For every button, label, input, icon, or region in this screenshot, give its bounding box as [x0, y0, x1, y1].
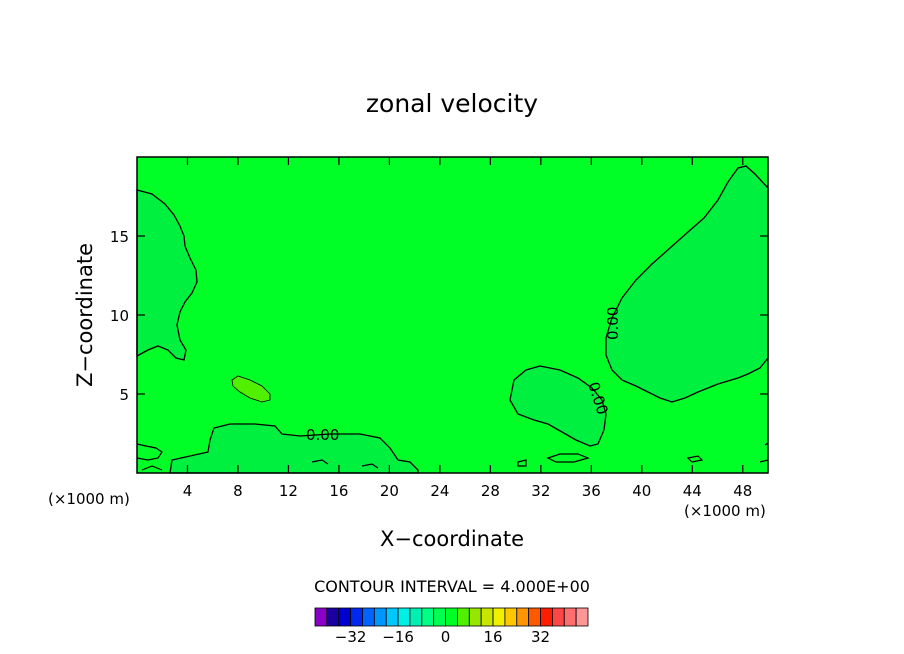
y-axis-ticks: 5 10 15	[110, 228, 768, 404]
colorbar-swatch	[540, 607, 553, 627]
colorbar-swatch	[480, 607, 494, 627]
x-tick-label: 8	[233, 482, 243, 500]
x-tick-label: 48	[733, 482, 752, 500]
colorbar-swatch	[468, 607, 482, 627]
colorbar-swatch	[314, 607, 328, 627]
x-tick-label: 16	[329, 482, 348, 500]
colorbar-swatch	[504, 607, 518, 627]
colorbar-swatch	[362, 607, 375, 627]
x-axis-unit: (×1000 m)	[684, 502, 766, 520]
colorbar-swatch	[326, 607, 340, 627]
contour-label-right-upper: 0.00	[604, 307, 622, 340]
contour-fragments	[136, 442, 769, 471]
region-small-ellipse-negative	[231, 375, 271, 403]
colorbar-swatch	[563, 607, 577, 627]
x-tick-label: 4	[183, 482, 193, 500]
colorbar-swatch	[457, 607, 470, 627]
chart-title: zonal velocity	[366, 89, 538, 118]
region-center-right-positive	[509, 365, 607, 447]
x-tick-label: 20	[380, 482, 399, 500]
x-tick-label: 24	[430, 482, 449, 500]
region-right-upper-positive	[605, 165, 769, 403]
contour-label-bottom: 0.00	[306, 426, 339, 444]
y-axis-unit: (×1000 m)	[48, 490, 130, 508]
colorbar-swatch	[445, 607, 458, 627]
x-tick-label: 44	[683, 482, 702, 500]
x-tick-label: 40	[632, 482, 651, 500]
colorbar-tick-label: 16	[483, 628, 502, 646]
colorbar-tick-label: 32	[531, 628, 550, 646]
region-bottom-positive-bulge	[169, 423, 419, 474]
x-tick-label: 32	[531, 482, 550, 500]
colorbar-tick-label: −32	[335, 628, 367, 646]
colorbar	[314, 607, 589, 627]
colorbar-swatch	[421, 607, 435, 627]
colorbar-tick-label: 0	[441, 628, 451, 646]
colorbar-swatch	[397, 607, 411, 627]
colorbar-swatch	[551, 607, 565, 627]
colorbar-swatch	[492, 607, 506, 627]
colorbar-swatch	[528, 607, 541, 627]
colorbar-swatch	[385, 607, 399, 627]
x-tick-label: 12	[279, 482, 298, 500]
colorbar-swatch	[575, 607, 589, 627]
x-axis-label: X−coordinate	[380, 527, 524, 551]
y-tick-label: 10	[110, 307, 129, 325]
x-tick-label: 28	[481, 482, 500, 500]
colorbar-swatch	[338, 607, 352, 627]
colorbar-tick-label: −16	[382, 628, 414, 646]
contour-interval: CONTOUR INTERVAL = 4.000E+00	[314, 577, 590, 596]
colorbar-swatch	[409, 607, 423, 627]
y-tick-label: 5	[119, 386, 129, 404]
colorbar-swatch	[373, 607, 387, 627]
contour-regions	[136, 165, 769, 474]
colorbar-swatch	[350, 607, 363, 627]
y-tick-label: 15	[110, 228, 129, 246]
region-left-upper-positive	[136, 189, 198, 361]
x-tick-label: 36	[582, 482, 601, 500]
colorbar-swatch	[516, 607, 530, 627]
x-axis-ticks: 4 8 12 16 20 24 28 32 36 40 44 48	[183, 157, 752, 500]
colorbar-ticks: −32 −16 0 16 32	[335, 628, 550, 646]
colorbar-swatch	[433, 607, 446, 627]
y-axis-label: Z−coordinate	[73, 243, 97, 387]
